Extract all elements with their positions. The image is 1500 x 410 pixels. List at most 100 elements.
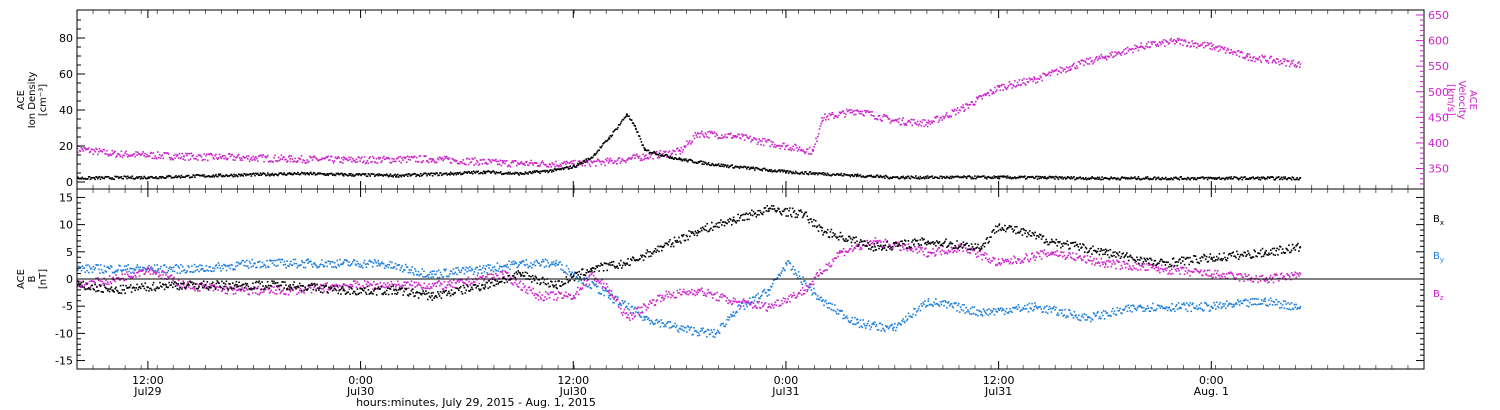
velocity-point	[875, 118, 878, 120]
bz-point	[170, 274, 173, 276]
density-point	[209, 176, 212, 178]
bz-point	[798, 291, 800, 294]
bz-point	[588, 275, 590, 278]
bz-point	[793, 294, 796, 296]
velocity-point	[374, 161, 377, 164]
by-point	[103, 265, 106, 267]
bz-point	[790, 296, 793, 298]
bz-point	[681, 291, 684, 293]
velocity-point	[827, 118, 830, 121]
by-point	[902, 318, 904, 320]
by-point	[851, 316, 853, 319]
density-point	[676, 158, 678, 160]
by-point	[1079, 319, 1081, 321]
density-point	[934, 176, 936, 178]
by-point	[487, 264, 489, 266]
density-point	[726, 166, 728, 168]
density-point	[1069, 177, 1072, 180]
density-point	[432, 172, 435, 175]
density-point	[413, 172, 415, 175]
bz-point	[813, 276, 816, 279]
bz-point	[704, 294, 707, 296]
density-point	[948, 177, 951, 180]
density-point	[502, 173, 505, 175]
by-point	[519, 261, 521, 263]
velocity-point	[455, 160, 457, 163]
velocity-point	[638, 155, 641, 158]
by-point	[1254, 303, 1256, 305]
density-point	[249, 173, 252, 175]
by-point	[1198, 304, 1201, 306]
velocity-point	[512, 161, 514, 164]
density-point	[467, 171, 469, 173]
bz-point	[757, 301, 759, 304]
by-point	[1145, 308, 1147, 310]
density-point	[594, 154, 597, 156]
velocity-point	[1090, 60, 1092, 63]
density-point	[343, 173, 346, 175]
velocity-point	[1022, 82, 1024, 84]
velocity-point	[544, 164, 546, 166]
velocity-point	[320, 158, 323, 160]
density-point	[457, 173, 459, 175]
velocity-point	[1177, 39, 1180, 42]
by-point	[866, 322, 869, 325]
density-point	[105, 175, 107, 178]
velocity-point	[1165, 40, 1168, 43]
velocity-point	[1170, 37, 1172, 40]
by-point	[891, 323, 893, 326]
by-point	[135, 266, 138, 269]
velocity-point	[632, 154, 634, 157]
density-point	[1102, 178, 1104, 181]
density-point	[543, 169, 546, 172]
by-point	[1279, 307, 1281, 309]
bz-point	[266, 286, 269, 289]
by-point	[1167, 307, 1170, 309]
density-point	[1056, 176, 1059, 179]
density-point	[468, 170, 470, 173]
bz-point	[697, 291, 699, 294]
density-point	[1125, 177, 1128, 179]
density-point	[141, 177, 144, 180]
density-point	[526, 172, 529, 174]
bz-point	[702, 294, 705, 296]
by-point	[1221, 306, 1223, 308]
velocity-point	[818, 128, 821, 130]
by-point	[1251, 298, 1254, 300]
density-point	[548, 170, 550, 173]
bz-point	[514, 281, 516, 284]
density-point	[1007, 176, 1010, 179]
velocity-point	[665, 150, 667, 153]
density-point	[1077, 177, 1080, 180]
bz-point	[454, 281, 457, 284]
by-point	[239, 263, 242, 265]
velocity-point	[781, 145, 783, 147]
by-point	[277, 264, 279, 267]
velocity-point	[896, 118, 899, 121]
velocity-point	[511, 160, 514, 162]
velocity-point	[300, 155, 303, 157]
velocity-point	[1207, 44, 1210, 46]
by-point	[639, 315, 642, 318]
velocity-point	[1167, 43, 1170, 45]
bz-point	[567, 293, 570, 295]
by-point	[278, 258, 280, 261]
velocity-point	[323, 158, 326, 160]
by-point	[347, 264, 349, 266]
density-point	[1261, 177, 1264, 180]
by-point	[547, 261, 549, 264]
by-point	[293, 262, 296, 265]
velocity-point	[287, 156, 290, 158]
bz-point	[417, 283, 419, 286]
velocity-point	[721, 134, 723, 136]
density-point	[1027, 176, 1030, 178]
velocity-point	[940, 116, 943, 119]
bz-point	[646, 306, 648, 309]
by-point	[308, 260, 310, 263]
density-point	[521, 173, 523, 175]
by-point	[77, 269, 79, 271]
by-point	[876, 329, 879, 331]
velocity-point	[450, 162, 453, 165]
density-point	[499, 172, 501, 174]
velocity-point	[289, 160, 292, 163]
